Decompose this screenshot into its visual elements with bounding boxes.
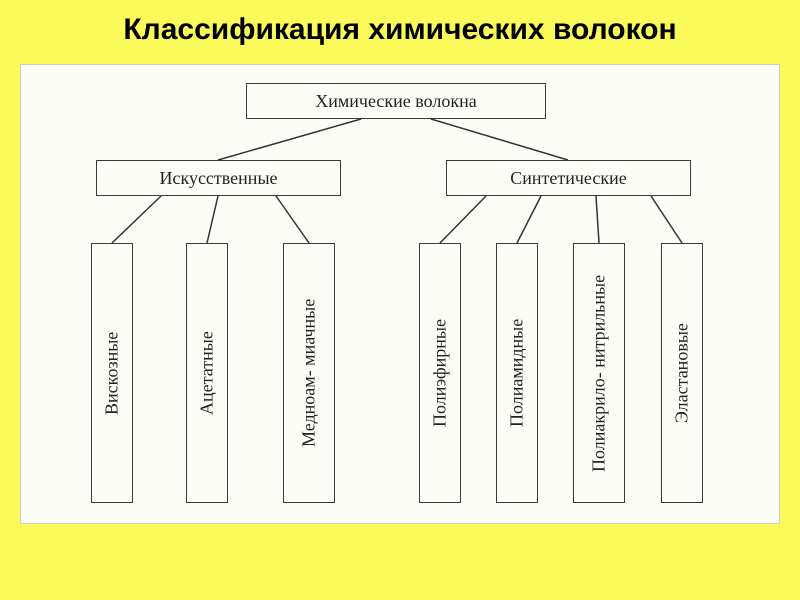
leaf-node: Полиэфирные — [419, 243, 461, 503]
category-node-synthetic: Синтетические — [446, 160, 691, 196]
slide-title: Классификация химических волокон — [0, 0, 800, 54]
leaf-node: Эластановые — [661, 243, 703, 503]
leaf-node: Медноам- миачные — [283, 243, 335, 503]
diagram-container: Химические волокна Искусственные Синтети… — [20, 64, 780, 524]
root-node: Химические волокна — [246, 83, 546, 119]
leaf-node: Полиакрило- нитрильные — [573, 243, 625, 503]
category-node-artificial: Искусственные — [96, 160, 341, 196]
leaf-node: Ацетатные — [186, 243, 228, 503]
leaf-node: Полиамидные — [496, 243, 538, 503]
leaf-node: Вискозные — [91, 243, 133, 503]
